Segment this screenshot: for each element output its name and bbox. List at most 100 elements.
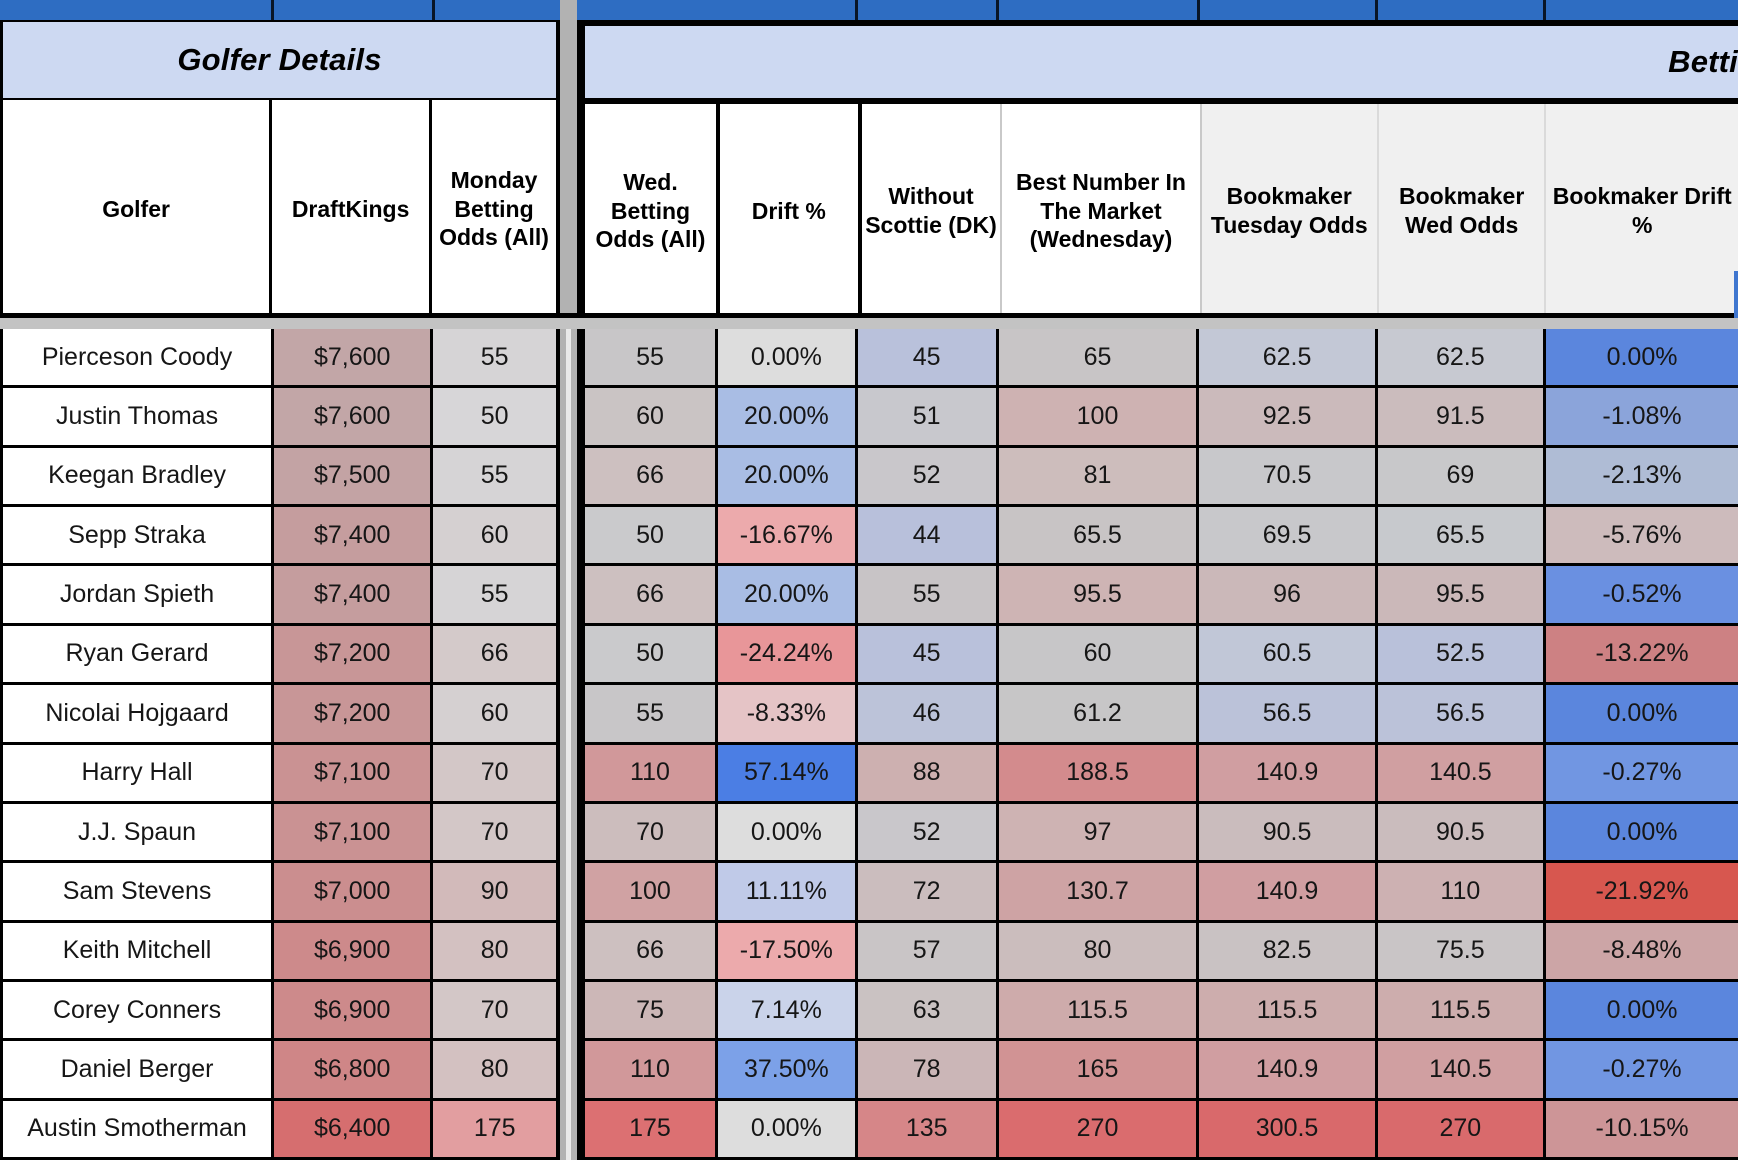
column-header-monday[interactable]: Monday Betting Odds (All) <box>439 167 549 251</box>
cell-dk[interactable]: $7,000 <box>274 863 434 920</box>
cell-monday[interactable]: 80 <box>433 922 556 979</box>
cell-best[interactable]: 130.7 <box>998 863 1200 920</box>
cell-best[interactable]: 165 <box>998 1041 1200 1098</box>
cell-best[interactable]: 60 <box>998 625 1200 683</box>
betting-group-header[interactable]: Betti <box>577 20 1738 104</box>
cell-best[interactable]: 80 <box>998 922 1200 979</box>
cell-dk[interactable]: $7,100 <box>274 744 434 801</box>
cell-wed[interactable]: 50 <box>585 625 718 683</box>
cell-drift[interactable]: -24.24% <box>717 625 858 683</box>
cell-wed[interactable]: 66 <box>585 922 718 979</box>
cell-wedodds[interactable]: 140.5 <box>1377 1041 1547 1098</box>
cell-wed[interactable]: 75 <box>585 981 718 1039</box>
column-header-without[interactable]: Without Scottie (DK) <box>862 104 1003 318</box>
golfer-name-cell[interactable]: Austin Smotherman <box>3 1100 275 1158</box>
cell-dk[interactable]: $7,200 <box>274 625 434 683</box>
cell-tue[interactable]: 300.5 <box>1199 1100 1378 1158</box>
cell-wed[interactable]: 55 <box>585 685 718 742</box>
cell-wed[interactable]: 110 <box>585 1041 718 1098</box>
column-header-dk[interactable]: DraftKings <box>272 100 433 318</box>
cell-bkdrift[interactable]: 0.00% <box>1546 329 1738 386</box>
cell-tue[interactable]: 92.5 <box>1199 388 1378 445</box>
cell-drift[interactable]: 20.00% <box>717 566 858 623</box>
cell-monday[interactable]: 60 <box>433 507 556 564</box>
cell-wed[interactable]: 100 <box>585 863 718 920</box>
column-header-wed[interactable]: Wed. Betting Odds (All) <box>585 104 720 318</box>
cell-tue[interactable]: 96 <box>1199 566 1378 623</box>
cell-wedodds[interactable]: 115.5 <box>1377 981 1547 1039</box>
cell-without[interactable]: 52 <box>857 803 999 861</box>
cell-tue[interactable]: 69.5 <box>1199 507 1378 564</box>
cell-wedodds[interactable]: 95.5 <box>1377 566 1547 623</box>
cell-wed[interactable]: 50 <box>585 507 718 564</box>
cell-wed[interactable]: 55 <box>585 329 718 386</box>
cell-best[interactable]: 65 <box>998 329 1200 386</box>
cell-dk[interactable]: $6,400 <box>274 1100 434 1158</box>
cell-dk[interactable]: $7,600 <box>274 329 434 386</box>
cell-bkdrift[interactable]: -5.76% <box>1546 507 1738 564</box>
column-header-wedodds[interactable]: Bookmaker Wed Odds <box>1378 104 1547 318</box>
cell-without[interactable]: 63 <box>857 981 999 1039</box>
golfer-name-cell[interactable]: Daniel Berger <box>3 1041 275 1098</box>
cell-drift[interactable]: 7.14% <box>717 981 858 1039</box>
cell-drift[interactable]: 11.11% <box>717 863 858 920</box>
cell-dk[interactable]: $7,500 <box>274 447 434 505</box>
cell-without[interactable]: 57 <box>857 922 999 979</box>
cell-monday[interactable]: 55 <box>433 447 556 505</box>
cell-best[interactable]: 95.5 <box>998 566 1200 623</box>
cell-wedodds[interactable]: 270 <box>1377 1100 1547 1158</box>
golfer-name-cell[interactable]: Keith Mitchell <box>3 922 275 979</box>
golfer-name-cell[interactable]: Justin Thomas <box>3 388 275 445</box>
cell-drift[interactable]: -16.67% <box>717 507 858 564</box>
cell-best[interactable]: 65.5 <box>998 507 1200 564</box>
cell-tue[interactable]: 90.5 <box>1199 803 1378 861</box>
cell-best[interactable]: 188.5 <box>998 744 1200 801</box>
cell-bkdrift[interactable]: -0.27% <box>1546 1041 1738 1098</box>
cell-wed[interactable]: 110 <box>585 744 718 801</box>
cell-bkdrift[interactable]: 0.00% <box>1546 981 1738 1039</box>
golfer-name-cell[interactable]: Sam Stevens <box>3 863 275 920</box>
cell-dk[interactable]: $6,800 <box>274 1041 434 1098</box>
cell-best[interactable]: 61.2 <box>998 685 1200 742</box>
cell-monday[interactable]: 90 <box>433 863 556 920</box>
cell-best[interactable]: 97 <box>998 803 1200 861</box>
cell-drift[interactable]: -8.33% <box>717 685 858 742</box>
cell-monday[interactable]: 70 <box>433 803 556 861</box>
cell-drift[interactable]: 0.00% <box>717 803 858 861</box>
cell-without[interactable]: 88 <box>857 744 999 801</box>
golfer-name-cell[interactable]: J.J. Spaun <box>3 803 275 861</box>
cell-wed[interactable]: 175 <box>585 1100 718 1158</box>
cell-dk[interactable]: $7,400 <box>274 507 434 564</box>
cell-without[interactable]: 78 <box>857 1041 999 1098</box>
golfer-name-cell[interactable]: Jordan Spieth <box>3 566 275 623</box>
cell-dk[interactable]: $7,200 <box>274 685 434 742</box>
cell-monday[interactable]: 60 <box>433 685 556 742</box>
cell-wedodds[interactable]: 75.5 <box>1377 922 1547 979</box>
golfer-name-cell[interactable]: Ryan Gerard <box>3 625 275 683</box>
cell-best[interactable]: 115.5 <box>998 981 1200 1039</box>
cell-monday[interactable]: 66 <box>433 625 556 683</box>
cell-drift[interactable]: 20.00% <box>717 447 858 505</box>
cell-best[interactable]: 81 <box>998 447 1200 505</box>
cell-tue[interactable]: 140.9 <box>1199 863 1378 920</box>
cell-bkdrift[interactable]: 0.00% <box>1546 803 1738 861</box>
column-header-best[interactable]: Best Number In The Market (Wednesday) <box>1002 104 1202 318</box>
column-header-golfer[interactable]: Golfer <box>3 100 273 318</box>
cell-wed[interactable]: 60 <box>585 388 718 445</box>
cell-wed[interactable]: 66 <box>585 566 718 623</box>
cell-without[interactable]: 51 <box>857 388 999 445</box>
cell-monday[interactable]: 50 <box>433 388 556 445</box>
cell-without[interactable]: 135 <box>857 1100 999 1158</box>
cell-drift[interactable]: 57.14% <box>717 744 858 801</box>
cell-tue[interactable]: 62.5 <box>1199 329 1378 386</box>
cell-drift[interactable]: 0.00% <box>717 1100 858 1158</box>
cell-monday[interactable]: 55 <box>433 329 556 386</box>
column-header-tue[interactable]: Bookmaker Tuesday Odds <box>1201 104 1379 318</box>
column-header-bkdrift[interactable]: Bookmaker Drift % <box>1546 104 1738 318</box>
cell-tue[interactable]: 82.5 <box>1199 922 1378 979</box>
cell-wedodds[interactable]: 69 <box>1377 447 1547 505</box>
golfer-name-cell[interactable]: Keegan Bradley <box>3 447 275 505</box>
cell-without[interactable]: 44 <box>857 507 999 564</box>
cell-without[interactable]: 55 <box>857 566 999 623</box>
cell-monday[interactable]: 70 <box>433 744 556 801</box>
